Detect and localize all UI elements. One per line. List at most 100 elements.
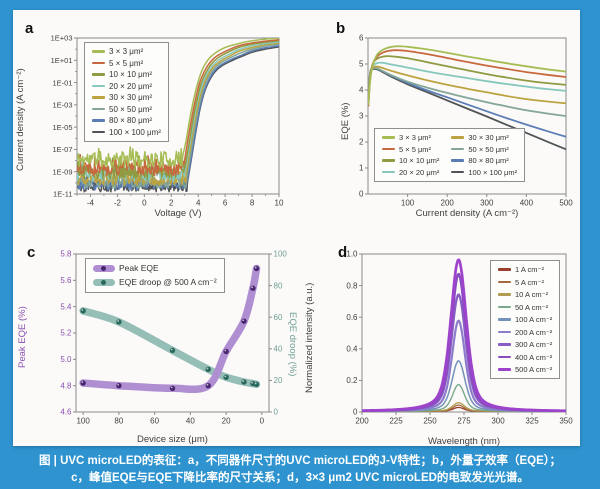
legend-item: 20 × 20 μm²	[92, 82, 161, 91]
caption-line-1: 图 | UVC microLED的表征：a，不同器件尺寸的UVC microLE…	[38, 455, 562, 467]
legend-swatch	[498, 355, 511, 359]
legend-swatch	[451, 136, 465, 139]
legend-item: 5 A cm⁻²	[498, 278, 552, 287]
data-marker	[241, 318, 247, 324]
legend-label: 10 A cm⁻²	[515, 290, 549, 299]
legend-item: 100 × 100 μm²	[451, 168, 517, 177]
svg-text:0: 0	[142, 199, 147, 208]
svg-text:500: 500	[559, 199, 573, 208]
svg-text:1E-05: 1E-05	[52, 123, 72, 132]
legend-swatch	[92, 73, 105, 76]
legend-swatch	[498, 343, 511, 346]
data-marker	[253, 381, 260, 388]
legend-item: 30 × 30 μm²	[92, 93, 161, 102]
svg-text:0.8: 0.8	[346, 281, 358, 290]
panel-c-legend: Peak EQE EQE droop @ 500 A cm⁻²	[85, 258, 225, 293]
legend-item: 3 × 3 μm²	[92, 47, 161, 56]
panel-c-x-axis-title: Device size (μm)	[137, 434, 208, 445]
legend-swatch	[382, 136, 395, 139]
legend-marker-dot	[101, 280, 106, 285]
svg-text:250: 250	[423, 417, 437, 426]
svg-text:20: 20	[222, 417, 231, 426]
legend-label: 200 A cm⁻²	[515, 327, 553, 337]
svg-text:0.4: 0.4	[346, 345, 358, 354]
svg-text:2: 2	[169, 199, 174, 208]
data-marker	[80, 308, 86, 314]
caption-line-2: c，峰值EQE与EQE下降比率的尺寸关系；d，3×3 μm2 UVC micro…	[71, 472, 529, 484]
legend-swatch	[498, 293, 511, 296]
data-marker	[223, 374, 229, 380]
svg-text:1E+01: 1E+01	[51, 56, 73, 65]
svg-text:-4: -4	[87, 199, 95, 208]
svg-text:6: 6	[359, 34, 364, 43]
legend-swatch	[92, 130, 105, 134]
panel-c-left-axis-title: Peak EQE (%)	[17, 306, 28, 368]
panel-a-label: a	[25, 20, 34, 37]
legend-label: 3 × 3 μm²	[399, 133, 432, 142]
legend-swatch	[92, 61, 105, 65]
legend-swatch	[93, 264, 115, 272]
legend-item: Peak EQE	[93, 263, 217, 273]
legend-label: 50 × 50 μm²	[109, 104, 153, 114]
legend-swatch	[93, 279, 115, 286]
svg-text:60: 60	[150, 417, 159, 426]
svg-text:10: 10	[275, 199, 284, 208]
panel-d-y-axis-title: Normalized intensity (a.u.)	[304, 282, 315, 393]
legend-item: 10 × 10 μm²	[92, 70, 161, 79]
legend-swatch	[382, 170, 395, 174]
legend-swatch	[92, 84, 105, 88]
jv-curve	[77, 41, 279, 183]
svg-text:80: 80	[114, 417, 123, 426]
legend-label: 50 A cm⁻²	[515, 302, 549, 312]
svg-text:5: 5	[359, 60, 364, 69]
panel-a: a Current density (A cm⁻²) -4 -2 0 2 4 6 8 10 1E…	[13, 10, 300, 232]
svg-text:3: 3	[359, 112, 364, 121]
figure-card: a Current density (A cm⁻²) -4 -2 0 2 4 6 8 10 1E…	[13, 10, 580, 447]
data-marker	[205, 366, 211, 373]
legend-item: 80 × 80 μm²	[92, 116, 161, 125]
data-marker	[250, 285, 256, 291]
legend-item: 20 × 20 μm²	[382, 168, 439, 177]
svg-text:1: 1	[359, 164, 364, 173]
svg-text:100: 100	[401, 199, 415, 208]
legend-item: 200 A cm⁻²	[498, 328, 552, 337]
legend-item: 5 × 5 μm²	[92, 59, 161, 68]
legend-label: Peak EQE	[119, 263, 159, 273]
legend-label: 30 × 30 μm²	[468, 133, 509, 142]
svg-text:0: 0	[274, 408, 279, 417]
legend-swatch	[498, 280, 511, 284]
svg-text:-2: -2	[114, 199, 122, 208]
svg-text:8: 8	[250, 199, 255, 208]
legend-item: EQE droop @ 500 A cm⁻²	[93, 277, 217, 288]
legend-label: 100 × 100 μm²	[468, 167, 518, 177]
legend-label: 300 A cm⁻²	[515, 340, 553, 349]
svg-text:275: 275	[457, 417, 471, 426]
legend-item: 10 A cm⁻²	[498, 290, 552, 299]
legend-label: 5 × 5 μm²	[399, 144, 432, 154]
legend-swatch	[382, 159, 395, 162]
legend-swatch	[92, 50, 105, 53]
legend-item: 3 × 3 μm²	[382, 133, 439, 142]
svg-text:5.6: 5.6	[60, 276, 72, 285]
data-marker	[80, 380, 86, 386]
svg-text:40: 40	[186, 417, 195, 426]
legend-item: 400 A cm⁻²	[498, 353, 552, 362]
panel-a-legend: 3 × 3 μm² 5 × 5 μm² 10 × 10 μm² 20 × 20 μm²…	[84, 42, 169, 142]
legend-swatch	[451, 170, 465, 174]
svg-text:400: 400	[520, 199, 534, 208]
panel-b-plot: 100 200 300 400 500 0 1 2 3 4 5 6	[359, 34, 573, 208]
legend-label: 20 × 20 μm²	[399, 167, 440, 177]
svg-text:1E-03: 1E-03	[52, 101, 72, 110]
svg-text:4.6: 4.6	[60, 408, 72, 417]
legend-label: 400 A cm⁻²	[515, 352, 553, 362]
svg-text:1E-01: 1E-01	[52, 78, 72, 87]
panel-a-y-axis-title: Current density (A cm⁻²)	[15, 68, 26, 172]
legend-label: 80 × 80 μm²	[468, 156, 509, 165]
panel-c-right-axis-title: EQE droop (%)	[287, 312, 298, 377]
legend-swatch	[382, 147, 395, 151]
svg-text:350: 350	[559, 417, 573, 426]
svg-text:325: 325	[525, 417, 539, 426]
svg-text:5.8: 5.8	[60, 250, 72, 259]
legend-item: 1 A cm⁻²	[498, 265, 552, 274]
svg-text:0: 0	[260, 417, 265, 426]
